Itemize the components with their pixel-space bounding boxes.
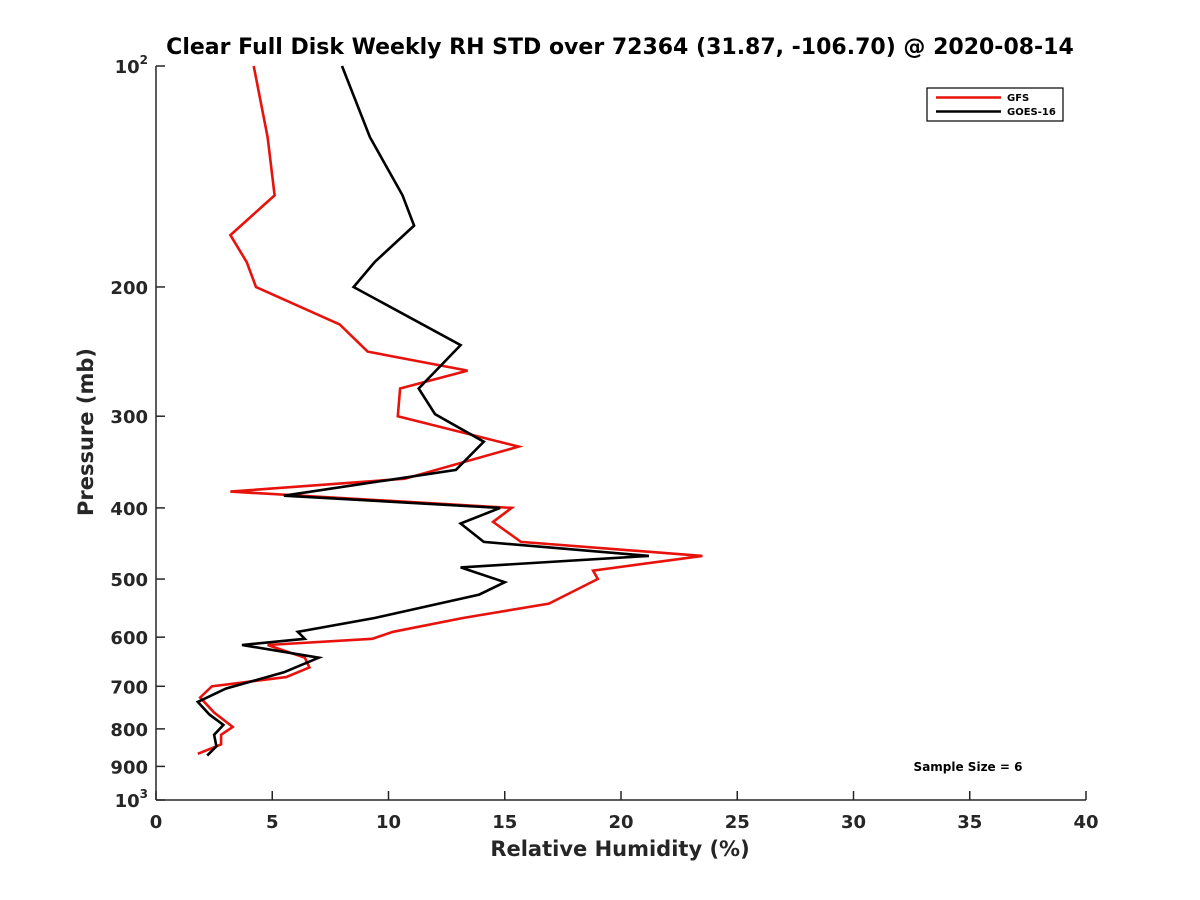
- legend-label-goes-16: GOES-16: [1007, 107, 1056, 118]
- legend-label-gfs: GFS: [1007, 93, 1029, 104]
- y-tick-exponent: 3: [140, 787, 148, 801]
- y-tick-label: 300: [110, 407, 148, 428]
- y-tick-label: 102: [115, 53, 148, 78]
- series-line-gfs: [197, 65, 703, 756]
- series-line-goes-16: [195, 65, 650, 757]
- x-tick-label: 15: [492, 812, 517, 833]
- y-tick-label: 500: [110, 570, 148, 591]
- x-ticks: 0 5 10 15 20 25 30 35 40: [150, 791, 1099, 833]
- y-tick-base: 10: [115, 57, 140, 78]
- x-tick-label: 10: [376, 812, 401, 833]
- y-tick-label: 600: [110, 628, 148, 649]
- y-tick-label: 200: [110, 278, 148, 299]
- x-axis-label: Relative Humidity (%): [490, 837, 749, 861]
- y-tick-base: 10: [115, 791, 140, 812]
- legend: GFS GOES-16: [926, 87, 1064, 122]
- x-tick-label: 35: [957, 812, 982, 833]
- y-tick-label: 800: [110, 720, 148, 741]
- x-tick-label: 30: [841, 812, 866, 833]
- series-layer: [195, 65, 703, 757]
- y-tick-label: 400: [110, 499, 148, 520]
- legend-box: [926, 87, 1064, 122]
- sample-size-annotation: Sample Size = 6: [914, 760, 1023, 774]
- x-tick-label: 5: [266, 812, 279, 833]
- x-tick-label: 0: [150, 812, 163, 833]
- y-tick-label: 900: [110, 757, 148, 778]
- y-tick-exponent: 2: [140, 53, 148, 67]
- y-axis-label: Pressure (mb): [74, 348, 98, 516]
- y-tick-label: 700: [110, 677, 148, 698]
- y-tick-label: 103: [115, 787, 148, 812]
- chart-title: Clear Full Disk Weekly RH STD over 72364…: [166, 35, 1074, 60]
- x-tick-label: 40: [1073, 812, 1098, 833]
- x-tick-label: 20: [608, 812, 633, 833]
- x-tick-label: 25: [725, 812, 750, 833]
